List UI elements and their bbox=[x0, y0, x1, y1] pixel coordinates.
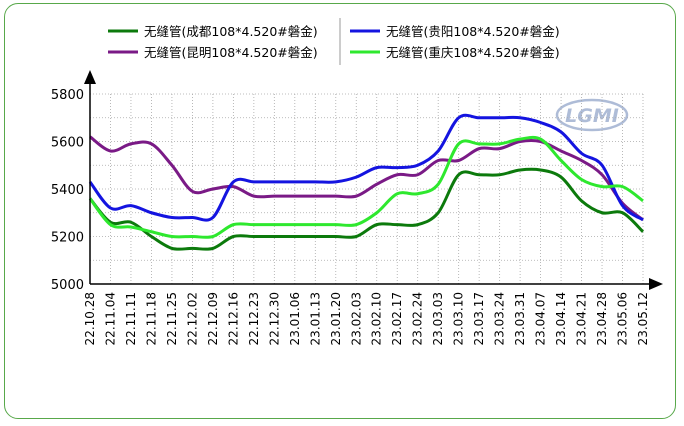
x-tick-label: 23.02.24 bbox=[411, 292, 425, 345]
x-tick-label: 22.11.04 bbox=[103, 292, 117, 345]
y-axis-arrow bbox=[84, 70, 96, 84]
x-tick-label: 23.01.20 bbox=[329, 292, 343, 345]
chart-frame bbox=[4, 3, 676, 419]
x-tick-label: 23.04.14 bbox=[554, 292, 568, 345]
series-line-3 bbox=[88, 135, 644, 239]
axes bbox=[84, 70, 663, 290]
watermark-logo: LGMI bbox=[555, 98, 629, 132]
x-tick-label: 23.02.10 bbox=[370, 292, 384, 345]
legend-label: 无缝管(昆明108*4.520#磐金) bbox=[144, 45, 318, 60]
x-tick-labels: 22.10.28 22.11.04 22.11.11 22.11.18 22.11.25… bbox=[83, 292, 650, 345]
y-tick-label: 5400 bbox=[51, 183, 84, 198]
x-tick-label: 23.03.10 bbox=[452, 292, 466, 345]
watermark-ellipse bbox=[555, 98, 629, 132]
x-tick-label: 22.12.30 bbox=[267, 292, 281, 345]
x-tick-label: 22.11.18 bbox=[144, 292, 158, 345]
x-tick-label: 23.05.12 bbox=[636, 292, 650, 345]
legend-label: 无缝管(贵阳108*4.520#磐金) bbox=[386, 24, 560, 39]
x-tick-label: 22.10.28 bbox=[83, 292, 97, 345]
x-tick-label: 22.12.16 bbox=[226, 292, 240, 345]
x-tick-label: 23.01.13 bbox=[308, 292, 322, 345]
legend-label: 无缝管(重庆108*4.520#磐金) bbox=[386, 45, 560, 60]
x-axis-arrow bbox=[649, 278, 663, 290]
x-tick-label: 23.05.06 bbox=[616, 292, 630, 345]
series-line-2 bbox=[88, 113, 644, 222]
x-tick-label: 22.12.09 bbox=[206, 292, 220, 345]
x-tick-label: 22.12.23 bbox=[247, 292, 261, 345]
x-tick-label: 23.02.17 bbox=[390, 292, 404, 345]
legend: 无缝管(成都108*4.520#磐金) 无缝管(昆明108*4.520#磐金) 无缝… bbox=[108, 18, 560, 65]
y-tick-label: 5000 bbox=[51, 278, 84, 293]
series-line-0 bbox=[88, 167, 645, 251]
x-tick-label: 23.04.28 bbox=[595, 292, 609, 345]
x-tick-label: 23.04.21 bbox=[575, 292, 589, 345]
x-tick-label: 22.11.11 bbox=[124, 292, 138, 345]
x-tick-label: 23.03.31 bbox=[513, 292, 527, 345]
x-tick-label: 23.02.03 bbox=[349, 292, 363, 345]
watermark-text: LGMI bbox=[565, 105, 619, 127]
y-tick-label: 5600 bbox=[51, 136, 84, 151]
y-tick-label: 5800 bbox=[51, 88, 84, 103]
x-tick-label: 23.01.06 bbox=[288, 292, 302, 345]
x-tick-label: 22.12.02 bbox=[185, 292, 199, 345]
series-line-1 bbox=[89, 135, 644, 222]
series-layer bbox=[88, 113, 645, 251]
x-tick-label: 23.03.17 bbox=[472, 292, 486, 345]
y-tick-label: 5200 bbox=[51, 231, 84, 246]
legend-label: 无缝管(成都108*4.520#磐金) bbox=[144, 24, 318, 39]
x-tick-label: 23.03.03 bbox=[431, 292, 445, 345]
x-tick-label: 23.03.24 bbox=[493, 292, 507, 345]
y-tick-labels: 5000 5200 5400 5600 5800 bbox=[51, 88, 84, 293]
x-tick-label: 23.04.07 bbox=[534, 292, 548, 345]
x-tick-label: 22.11.25 bbox=[165, 292, 179, 345]
